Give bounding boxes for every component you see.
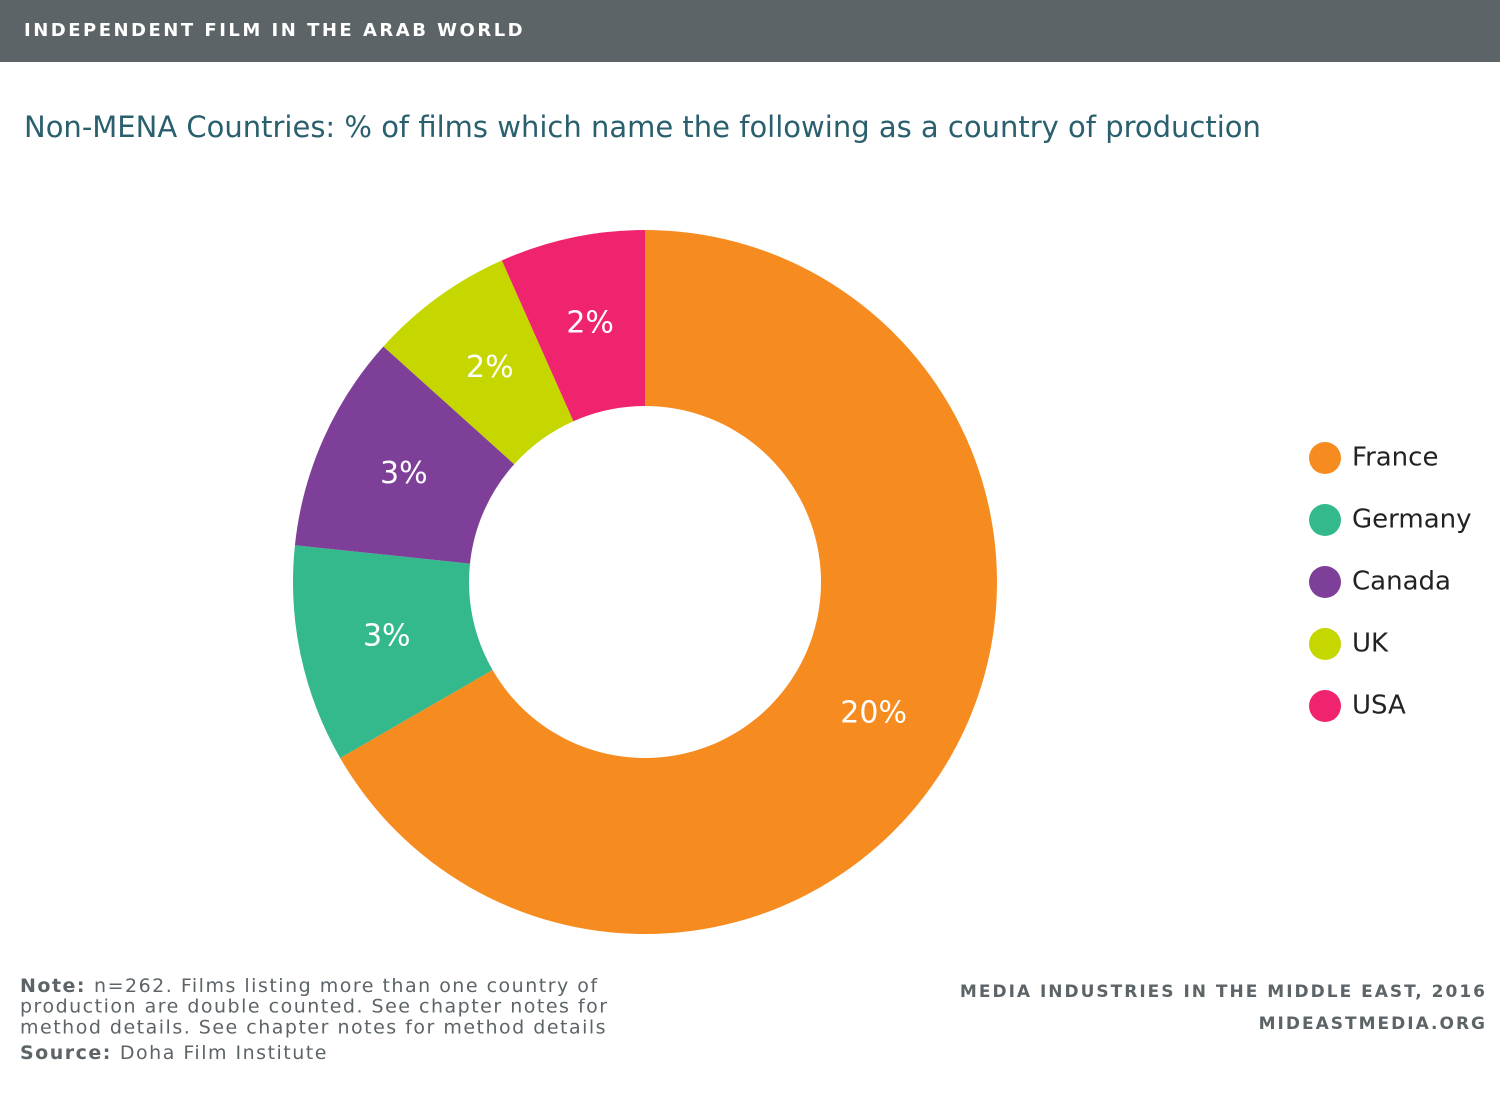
note-label: Note:: [20, 975, 86, 997]
source-text: Doha Film Institute: [120, 1042, 328, 1064]
slice-label: 3%: [363, 618, 411, 653]
legend-marker: [1309, 566, 1341, 598]
legend: France Germany Canada UK USA: [1309, 442, 1472, 722]
slice-label: 20%: [840, 696, 907, 731]
slice: [340, 230, 997, 934]
note-line: production are double counted. See chapt…: [20, 996, 609, 1018]
note-line: method details. See chapter notes for me…: [20, 1017, 607, 1039]
note-line: n=262. Films listing more than one count…: [94, 975, 599, 997]
note: Note: n=262. Films listing more than one …: [20, 975, 599, 997]
slice: [501, 230, 645, 422]
legend-label: USA: [1352, 691, 1406, 721]
legend-label: Germany: [1352, 505, 1472, 535]
legend-label: France: [1352, 443, 1438, 473]
donut: 20% 3% 3% 2% 2%: [292, 230, 997, 934]
legend-marker: [1309, 442, 1341, 474]
legend-label: UK: [1352, 629, 1389, 659]
slice: [383, 260, 574, 465]
slice-label: 3%: [380, 456, 428, 491]
chart-title: Non-MENA Countries: % of films which nam…: [24, 110, 1261, 144]
credit: MEDIA INDUSTRIES IN THE MIDDLE EAST, 201…: [960, 982, 1487, 1002]
credit: MIDEASTMEDIA.ORG: [1259, 1014, 1487, 1034]
slice-label: 2%: [466, 350, 514, 385]
header-title: INDEPENDENT FILM IN THE ARAB WORLD: [24, 20, 525, 41]
legend-marker: [1309, 628, 1341, 660]
slice: [292, 545, 493, 758]
slice: [294, 346, 515, 564]
slice-label: 2%: [566, 305, 614, 340]
legend-label: Canada: [1352, 567, 1451, 597]
header-bar: [0, 0, 1500, 62]
source: Source: Doha Film Institute: [20, 1042, 328, 1064]
legend-marker: [1309, 504, 1341, 536]
source-label: Source:: [20, 1042, 112, 1064]
legend-marker: [1309, 690, 1341, 722]
